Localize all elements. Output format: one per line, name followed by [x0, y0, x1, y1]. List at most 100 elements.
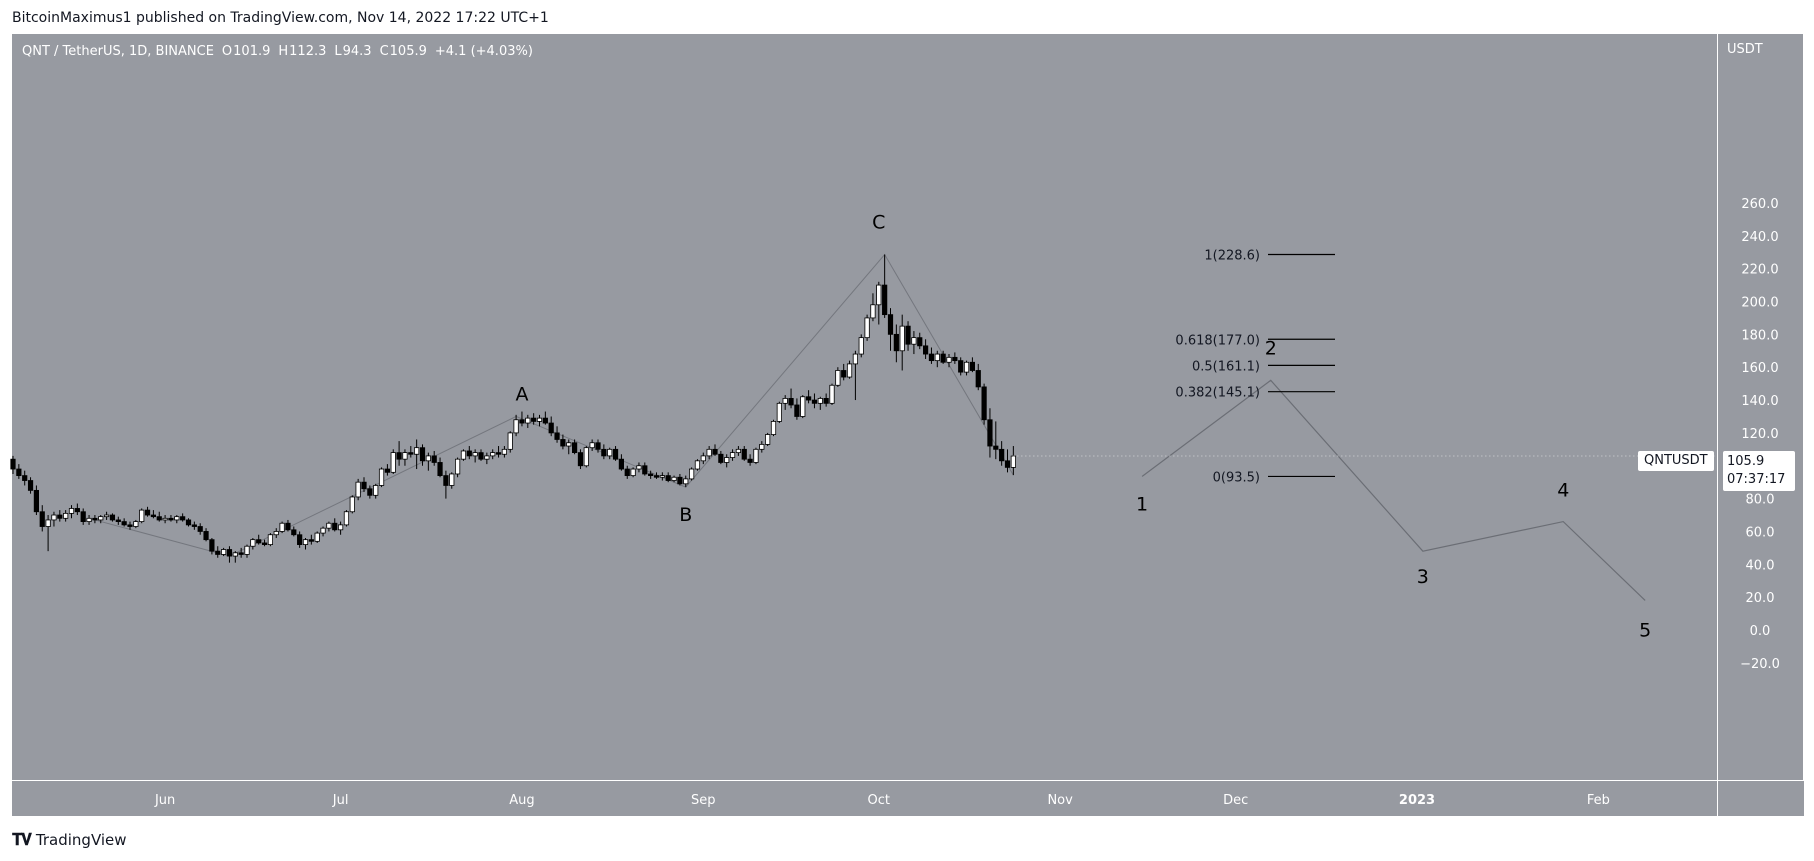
- time-axis-label: Dec: [1223, 793, 1248, 808]
- candle-body: [963, 361, 970, 373]
- candle-body: [267, 534, 274, 545]
- candle-body: [770, 421, 777, 435]
- candle-body: [320, 527, 326, 534]
- fib-level-label: 1(228.6): [1204, 249, 1260, 264]
- time-axis-label: 2023: [1399, 793, 1435, 808]
- legend-close-value: 105.9: [389, 44, 427, 59]
- candle-body: [519, 419, 525, 424]
- legend-symbol[interactable]: QNT / TetherUS, 1D, BINANCE: [22, 44, 214, 59]
- candle-body: [689, 468, 695, 480]
- candle-body: [501, 448, 508, 455]
- wave-label: 5: [1639, 619, 1651, 641]
- candle-body: [244, 545, 250, 555]
- candle-body: [882, 284, 888, 316]
- candle-body: [92, 517, 98, 521]
- candle-body: [624, 468, 630, 477]
- candle-body: [694, 460, 701, 470]
- candle-body: [993, 445, 999, 450]
- time-axis-label: Jul: [332, 793, 349, 808]
- candle-body: [572, 442, 578, 454]
- candle-body: [180, 516, 186, 521]
- time-axis-label: Aug: [509, 793, 534, 808]
- wave-label: A: [515, 383, 528, 405]
- candle-body: [776, 402, 782, 422]
- candle-body: [858, 337, 864, 355]
- price-tick-label: 40.0: [1746, 558, 1775, 573]
- candle-body: [156, 516, 162, 521]
- candle-body: [601, 448, 607, 457]
- price-tick-label: 120.0: [1741, 427, 1778, 442]
- candle-body: [109, 514, 116, 521]
- candle-body: [542, 417, 548, 424]
- candle-body: [57, 514, 63, 519]
- candle-body: [969, 361, 976, 371]
- candle-body: [86, 517, 92, 522]
- candle-body: [841, 370, 847, 378]
- candle-body: [794, 404, 800, 417]
- time-axis-label: Sep: [691, 793, 716, 808]
- candle-body: [349, 496, 355, 513]
- candle-body: [852, 353, 859, 365]
- candle-body: [917, 337, 923, 347]
- candle-body: [566, 442, 572, 447]
- wave-label: 3: [1417, 566, 1429, 588]
- candle-body: [607, 448, 613, 457]
- candle-body: [220, 549, 227, 555]
- candle-body: [765, 434, 771, 445]
- candle-body: [630, 468, 636, 477]
- chart-pane[interactable]: [12, 34, 1717, 780]
- wave-swing-line: [94, 253, 1014, 557]
- candle-body: [671, 476, 677, 481]
- candle-body: [291, 529, 297, 536]
- candle-body: [250, 539, 256, 547]
- candle-body: [337, 524, 344, 531]
- candle-body: [870, 304, 876, 319]
- price-tick-label: 260.0: [1741, 197, 1778, 212]
- candle-body: [958, 360, 964, 373]
- legend-high-value: 112.3: [289, 44, 327, 59]
- axis-corner: [1717, 780, 1804, 816]
- candle-body: [39, 511, 45, 527]
- candle-body: [718, 453, 724, 463]
- candle-body: [127, 524, 133, 527]
- fib-level-label: 0.618(177.0): [1175, 333, 1260, 348]
- tradingview-logo[interactable]: 𝐓𝐕 TradingView: [12, 830, 127, 850]
- candle-body: [817, 398, 823, 404]
- candle-body: [829, 384, 835, 404]
- price-tick-label: 80.0: [1746, 493, 1775, 508]
- candle-body: [531, 417, 537, 422]
- candle-body: [384, 468, 391, 473]
- candle-body: [653, 475, 660, 478]
- candle-body: [782, 398, 788, 404]
- candle-body: [150, 514, 156, 518]
- time-axis-label: Nov: [1047, 793, 1073, 808]
- wave-label: C: [872, 212, 885, 234]
- time-axis-label: Jun: [154, 793, 175, 808]
- price-tick-label: 200.0: [1741, 296, 1778, 311]
- time-axis[interactable]: [12, 780, 1717, 816]
- price-axis[interactable]: [1717, 34, 1803, 815]
- candle-body: [326, 522, 332, 529]
- price-tick-label: 20.0: [1746, 591, 1775, 606]
- candle-body: [308, 539, 314, 542]
- candle-body: [10, 458, 16, 470]
- legend-low-value: 94.3: [342, 44, 372, 59]
- candle-body: [414, 447, 420, 455]
- candle-body: [22, 475, 28, 481]
- candle-body: [80, 511, 86, 522]
- candle-body: [975, 370, 981, 388]
- candle-body: [876, 284, 882, 306]
- candle-body: [209, 539, 215, 552]
- candle-body: [373, 485, 379, 496]
- candle-body: [302, 539, 309, 545]
- legend-low-label: L: [334, 44, 342, 59]
- candle-body: [987, 419, 993, 447]
- candle-body: [68, 508, 75, 514]
- candle-body: [612, 448, 619, 460]
- candle-body: [27, 480, 34, 491]
- last-price-tag: 105.9 07:37:17: [1723, 451, 1795, 491]
- candle-body: [700, 455, 706, 462]
- candle-body: [460, 450, 467, 460]
- candle-body: [297, 534, 303, 545]
- candle-body: [806, 396, 812, 401]
